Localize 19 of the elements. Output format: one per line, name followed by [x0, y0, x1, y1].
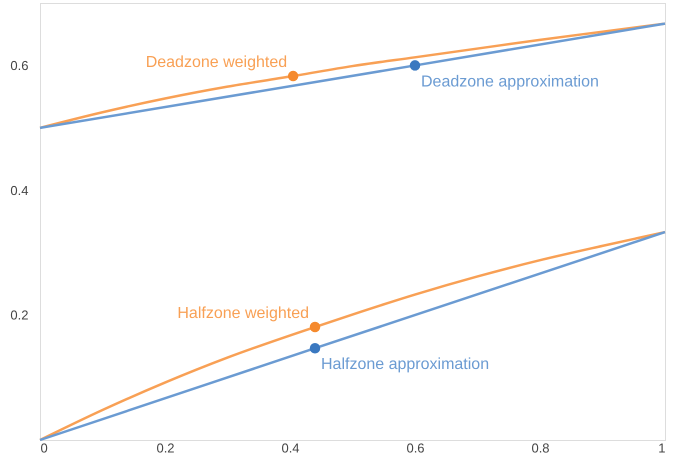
point [310, 342, 320, 354]
series-label: Deadzone approximation [421, 73, 599, 90]
x-tick-label: 0.8 [531, 440, 550, 456]
y-tick-label: 0.6 [10, 58, 28, 73]
y-tick-label: 0.2 [10, 308, 28, 323]
point [310, 322, 320, 332]
x-tick-label: 0.4 [281, 440, 300, 456]
line-series [38, 22, 666, 130]
y-tick-label: 0.4 [10, 182, 28, 198]
series-label: Halfzone approximation [321, 356, 490, 374]
line-series [38, 230, 666, 442]
x-tick-label: 0 [40, 440, 48, 456]
point [288, 70, 298, 82]
series-label: Deadzone weighted [146, 54, 288, 72]
point [410, 60, 420, 71]
x-tick-label: 0.6 [406, 440, 425, 456]
x-tick-label: 0.2 [156, 440, 175, 456]
x-tick-label: 1 [658, 440, 666, 456]
series-label: Halfzone weighted [177, 305, 309, 322]
